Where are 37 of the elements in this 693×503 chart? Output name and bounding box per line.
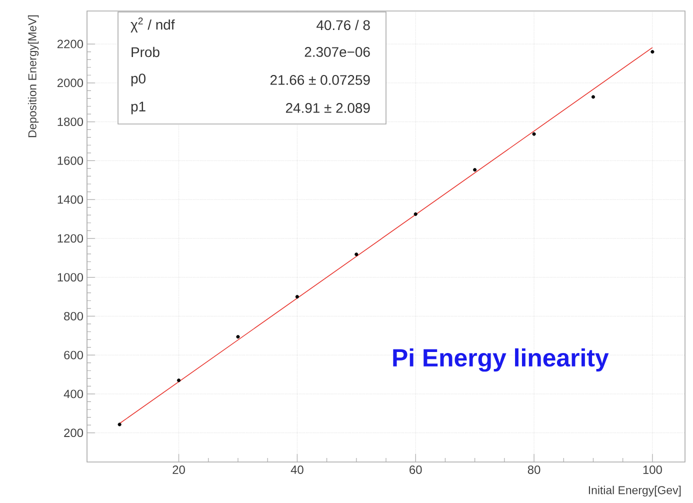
y-tick-label: 2000	[57, 78, 84, 88]
annotation: 40.76 / 8	[316, 20, 370, 30]
y-tick-label: 1000	[58, 273, 84, 282]
point	[414, 212, 418, 216]
point	[532, 132, 536, 136]
annotation: 2.307e−06	[304, 47, 370, 57]
point	[236, 335, 240, 339]
annotation: 24.91 ± 2.089	[286, 103, 370, 113]
annotation: Pi Energy linearity	[393, 348, 609, 372]
y-tick-label: 2200	[57, 40, 84, 48]
y-tick-label: 800	[64, 312, 84, 320]
annotation: Prob	[132, 46, 160, 58]
point	[295, 294, 299, 299]
y-tick-label: 1400	[58, 195, 84, 204]
annotation: p1	[131, 102, 146, 114]
x-tick-label: 80	[528, 466, 540, 474]
x-tick-label: 20	[172, 466, 185, 474]
point	[176, 378, 181, 382]
annotation: p0	[131, 74, 146, 86]
y-axis-title: Deposition Energy[MeV]	[28, 15, 39, 138]
y-tick-label: 1200	[58, 234, 84, 243]
y-tick-label: 600	[64, 350, 84, 360]
y-tick-label: 1600	[58, 156, 84, 165]
y-tick-label: 200	[64, 428, 84, 438]
point	[118, 422, 122, 426]
point	[591, 95, 596, 99]
y-tick-label: 400	[64, 390, 84, 398]
x-tick-label: 40	[290, 466, 304, 474]
point	[354, 252, 358, 256]
point	[650, 50, 654, 54]
y-tick-label: 1800	[58, 118, 84, 126]
annotation: 21.66 ± 0.07259	[270, 75, 370, 85]
point	[473, 168, 477, 172]
x-axis-title: Initial Energy[Gev]	[588, 486, 681, 496]
x-tick-label: 60	[410, 466, 422, 474]
annotation: χ$^{2}$ / ndf	[130, 18, 175, 32]
x-tick-label: 100	[643, 466, 662, 474]
